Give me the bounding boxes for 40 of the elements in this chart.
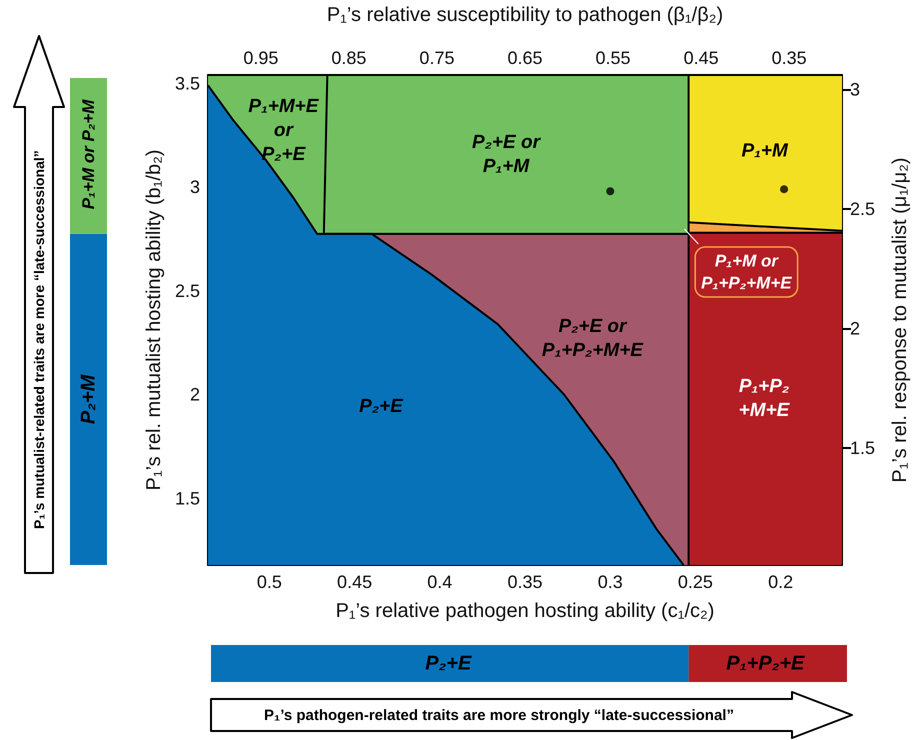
x2-tick-label: 0.95 [243, 48, 278, 68]
annotation: P₂+E [359, 396, 404, 417]
y2-tick-label: 2.5 [850, 198, 876, 219]
text: P₁’s pathogen-related traits are more strongly “late-successional” [263, 706, 735, 726]
annotation: P₂+E or P₁+P₂+M+E [542, 316, 644, 361]
x-tick-label: 0.5 [256, 572, 282, 592]
x-axis-title: P₁’s relative pathogen hosting ability (c₁/c₂) [336, 600, 714, 622]
x-tick-label: 0.35 [507, 572, 543, 592]
annotation: P₁+M+E or P₂+E [248, 96, 320, 165]
y-tick-label: 3 [190, 177, 200, 198]
x-tick-label: 0.25 [678, 572, 713, 592]
x2-tick-label: 0.55 [596, 48, 631, 68]
x-tick-label: 0.3 [598, 572, 623, 592]
annotation: P₁+M [742, 140, 790, 162]
annotation: P₁+M or P₁+P₂+M+E [701, 252, 792, 292]
x-tick-label: 0.45 [337, 572, 372, 592]
x-tick-label: 0.2 [768, 572, 794, 592]
text: P₁+P₂+E [726, 652, 805, 674]
x2-tick-label: 0.75 [419, 48, 454, 68]
y-tick-label: 2 [190, 384, 200, 405]
text: P₂+M [78, 373, 100, 424]
y2-tick-label: 2 [850, 318, 860, 338]
x2-tick-label: 0.45 [684, 48, 719, 68]
y2-axis-title: P₁’s rel. response to mutualist (μ₁/μ₂) [889, 157, 911, 483]
y-axis-title: P₁’s rel. mutualist hosting ability (b₁/b₂) [143, 149, 166, 491]
x2-axis-title: P₁’s relative susceptibility to pathogen (β₁/β₂) [326, 4, 724, 26]
x-tick-label: 0.4 [427, 572, 452, 592]
annotation: P₁+P₂ +M+E [738, 376, 791, 421]
annotation: P₂+E or P₁+M [472, 132, 542, 177]
text: P₁’s mutualist-related traits are more “late-successional” [30, 150, 48, 532]
y-tick-label: 1.5 [174, 488, 200, 509]
y2-tick-label: 1.5 [850, 438, 876, 458]
x2-tick-label: 0.35 [772, 48, 807, 68]
x2-tick-label: 0.65 [507, 48, 543, 68]
y-tick-label: 3.5 [174, 73, 200, 94]
x2-tick-label: 0.85 [331, 48, 366, 68]
y2-tick-label: 3 [850, 79, 860, 100]
y-tick-label: 2.5 [174, 280, 200, 301]
text: P₁+M or P₂+M [79, 98, 98, 210]
text: P₂+E [425, 652, 472, 674]
